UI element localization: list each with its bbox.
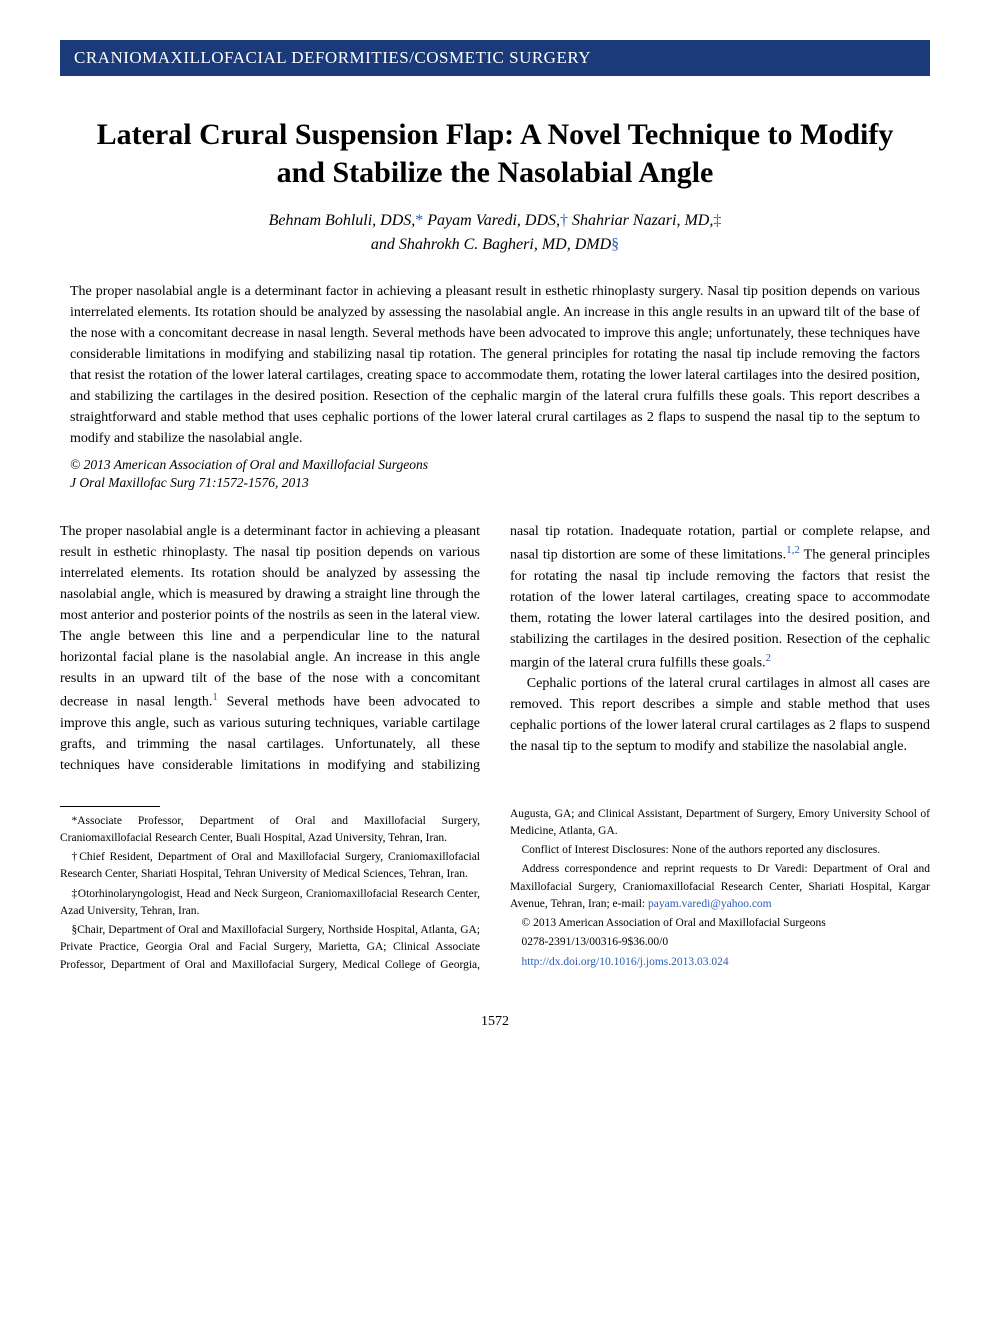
page-number: 1572 — [60, 1014, 930, 1030]
footnote-divider — [60, 806, 160, 807]
footnote: †Chief Resident, Department of Oral and … — [60, 849, 480, 884]
body-paragraph: Cephalic portions of the lateral crural … — [510, 673, 930, 757]
email-link[interactable]: payam.varedi@yahoo.com — [648, 898, 772, 910]
reference-citation[interactable]: 2 — [766, 652, 772, 664]
footnote: http://dx.doi.org/10.1016/j.joms.2013.03… — [510, 954, 930, 971]
author-text: Shahriar Nazari, MD, — [568, 212, 713, 229]
footnote: Address correspondence and reprint reque… — [510, 861, 930, 913]
author-text: Payam Varedi, DDS, — [423, 212, 560, 229]
body-text: The proper nasolabial angle is a determi… — [60, 524, 480, 710]
doi-link[interactable]: http://dx.doi.org/10.1016/j.joms.2013.03… — [522, 956, 729, 968]
section-header-banner: CRANIOMAXILLOFACIAL DEFORMITIES/COSMETIC… — [60, 40, 930, 76]
author-affil-symbol: ‡ — [713, 212, 721, 229]
reference-citation[interactable]: 1,2 — [786, 544, 800, 556]
footnote: 0278-2391/13/00316-9$36.00/0 — [510, 934, 930, 951]
footnotes-block: *Associate Professor, Department of Oral… — [60, 806, 930, 974]
author-text: Behnam Bohluli, DDS, — [269, 212, 416, 229]
copyright-line: © 2013 American Association of Oral and … — [70, 457, 920, 473]
author-affil-symbol: § — [611, 236, 619, 253]
footnote: Conflict of Interest Disclosures: None o… — [510, 842, 930, 859]
footnote: ‡Otorhinolaryngologist, Head and Neck Su… — [60, 886, 480, 921]
article-title: Lateral Crural Suspension Flap: A Novel … — [60, 116, 930, 191]
footnote: *Associate Professor, Department of Oral… — [60, 813, 480, 848]
author-text: and Shahrokh C. Bagheri, MD, DMD — [371, 236, 611, 253]
body-text: The general principles for rotating the … — [510, 548, 930, 671]
author-affil-symbol: † — [560, 212, 568, 229]
abstract-text: The proper nasolabial angle is a determi… — [70, 281, 920, 449]
journal-citation: J Oral Maxillofac Surg 71:1572-1576, 201… — [70, 475, 920, 491]
footnote: © 2013 American Association of Oral and … — [510, 915, 930, 932]
article-body: The proper nasolabial angle is a determi… — [60, 521, 930, 776]
authors-block: Behnam Bohluli, DDS,* Payam Varedi, DDS,… — [60, 209, 930, 257]
